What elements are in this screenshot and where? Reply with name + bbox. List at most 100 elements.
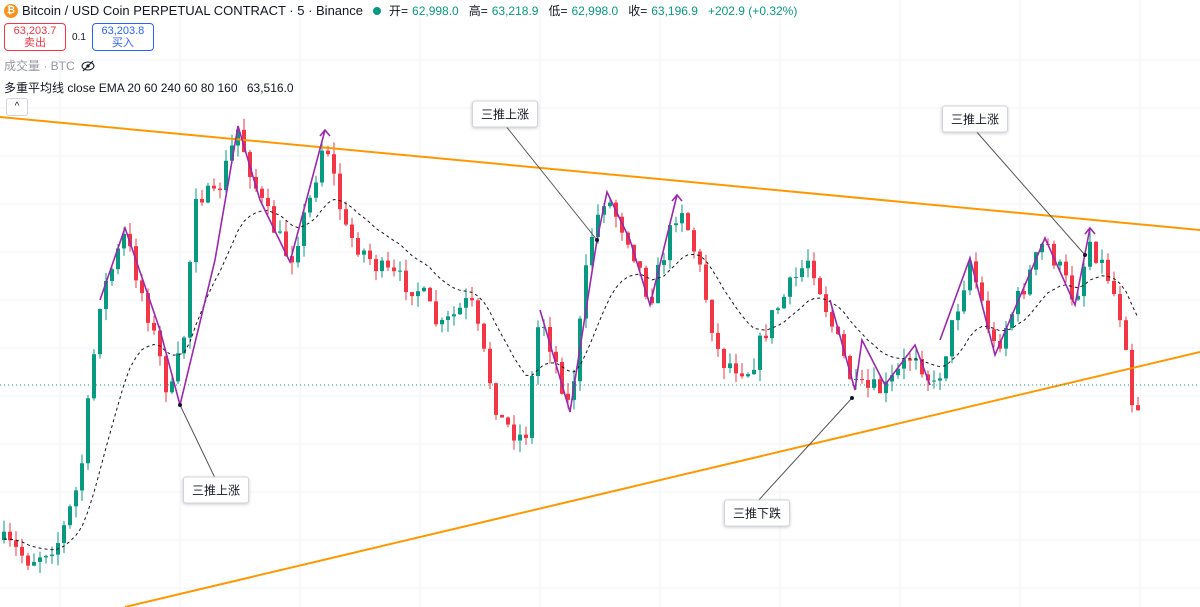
change: +202.9 (+0.32%) xyxy=(707,3,798,18)
candle-body xyxy=(1112,280,1116,295)
callout-point xyxy=(1083,253,1087,257)
candle-body xyxy=(824,294,828,312)
candle-body xyxy=(1028,269,1032,295)
sell-button[interactable]: 63,203.7 卖出 xyxy=(4,23,66,51)
candle-body xyxy=(182,337,186,354)
candle-body xyxy=(8,531,12,541)
ohlc-label: 开= xyxy=(389,4,409,18)
buy-button[interactable]: 63,203.8 买入 xyxy=(91,23,154,51)
candle-body xyxy=(356,237,360,255)
candle-body xyxy=(542,326,546,328)
candle-body xyxy=(296,245,300,263)
callout-point xyxy=(595,238,599,242)
wave-arrow xyxy=(319,128,331,137)
candle-body xyxy=(206,185,210,203)
indicator-value: 63,516.0 xyxy=(246,81,294,95)
candle-body xyxy=(548,326,552,352)
candle-body xyxy=(782,296,786,309)
candle-body xyxy=(866,379,870,388)
candle-body xyxy=(26,555,30,566)
candle-body xyxy=(1118,294,1122,321)
candle-body xyxy=(398,270,402,272)
candle-body xyxy=(674,223,678,226)
candle-body xyxy=(74,490,78,507)
annotation[interactable]: 三推上涨 xyxy=(941,105,1009,133)
annotation[interactable]: 三推上涨 xyxy=(182,476,250,504)
candle-body xyxy=(626,232,630,245)
volume-label[interactable]: 成交量 · BTC xyxy=(4,59,75,73)
candle-body xyxy=(194,198,198,263)
candle-body xyxy=(944,356,948,379)
candle-body xyxy=(770,310,774,339)
sell-price: 63,203.7 xyxy=(13,25,57,37)
candle-body xyxy=(644,267,648,297)
candle-body xyxy=(62,525,66,544)
indicator-name[interactable]: 多重平均线 xyxy=(4,81,65,95)
candle-body xyxy=(1088,241,1092,267)
candle-body xyxy=(800,268,804,278)
candle-body xyxy=(464,298,468,308)
candle-body xyxy=(338,173,342,210)
candle-body xyxy=(470,298,474,301)
buy-price: 63,203.8 xyxy=(101,25,145,37)
candle-body xyxy=(326,150,330,155)
callout-point xyxy=(850,396,854,400)
candle-body xyxy=(992,329,996,342)
candle-body xyxy=(20,546,24,556)
candle-body xyxy=(842,334,846,356)
candle-body xyxy=(230,145,234,161)
candle-body xyxy=(1124,320,1128,350)
coin-icon: ₿ xyxy=(4,3,18,18)
candle-body xyxy=(386,260,390,268)
candle-body xyxy=(872,379,876,388)
candle-body xyxy=(566,393,570,400)
candle-body xyxy=(80,463,84,491)
candle-body xyxy=(506,417,510,425)
hide-icon[interactable] xyxy=(81,60,95,72)
candle-body xyxy=(422,287,426,292)
collapse-button[interactable]: ^ xyxy=(6,98,28,116)
candle-body xyxy=(236,129,240,146)
candle-body xyxy=(1106,259,1110,281)
candle-body xyxy=(224,160,228,191)
ohlc-label: 低= xyxy=(548,4,568,18)
candle-body xyxy=(950,320,954,357)
annotation[interactable]: 三推下跌 xyxy=(723,499,791,527)
ohlc-value: 63,196.9 xyxy=(651,3,698,18)
candle-body xyxy=(920,359,924,375)
candle-body xyxy=(350,224,354,238)
candle-body xyxy=(290,256,294,263)
candle-body xyxy=(734,363,738,374)
ohlc-value: 62,998.0 xyxy=(412,3,459,18)
candle-body xyxy=(476,300,480,324)
candle-body xyxy=(728,363,732,369)
annotation[interactable]: 三推上涨 xyxy=(471,100,539,128)
candle-body xyxy=(146,293,150,323)
candle-body xyxy=(452,314,456,317)
candle-body xyxy=(788,277,792,297)
candle-body xyxy=(1040,243,1044,253)
candle-body xyxy=(86,398,90,464)
candle-body xyxy=(272,206,276,233)
candle-body xyxy=(92,354,96,399)
candle-body xyxy=(512,424,516,441)
indicator-params: close EMA 20 60 240 60 80 160 xyxy=(67,81,238,95)
symbol[interactable]: Bitcoin / USD Coin PERPETUAL CONTRACT · … xyxy=(22,3,363,18)
ohlc-value: 63,218.9 xyxy=(491,3,539,18)
candle-body xyxy=(104,280,108,309)
candle-body xyxy=(1130,349,1134,406)
candle-body xyxy=(878,379,882,394)
candle-body xyxy=(530,375,534,438)
quantity: 0.1 xyxy=(72,31,86,43)
trend-line xyxy=(0,116,1200,231)
candle-body xyxy=(830,311,834,327)
candle-body xyxy=(116,248,120,270)
wave-arrow xyxy=(671,193,683,202)
candle-body xyxy=(200,198,204,203)
candle-body xyxy=(2,531,6,540)
candle-body xyxy=(1136,405,1140,411)
ohlc-label: 高= xyxy=(468,4,488,18)
candle-body xyxy=(278,231,282,233)
candle-body xyxy=(890,375,894,382)
symbol-row: ₿ Bitcoin / USD Coin PERPETUAL CONTRACT … xyxy=(4,2,803,19)
